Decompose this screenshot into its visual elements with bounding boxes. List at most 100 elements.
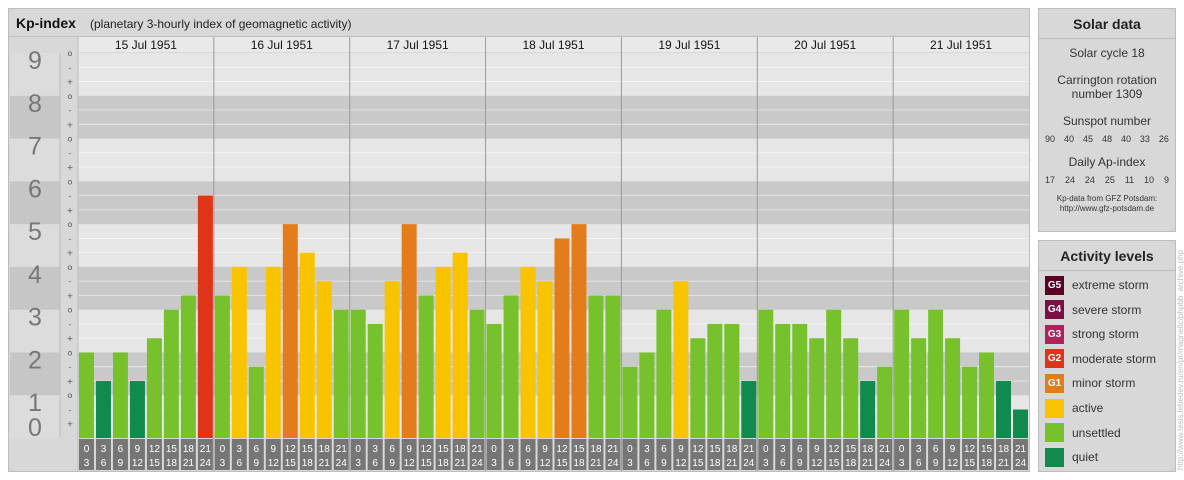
kp-bar (622, 366, 638, 438)
y-tick-label: 7 (28, 133, 42, 161)
hour-label-end: 12 (539, 458, 551, 469)
hour-label-start: 0 (84, 444, 90, 455)
hour-label-start: 6 (797, 444, 803, 455)
hour-label-start: 3 (237, 444, 243, 455)
hour-label-end: 9 (254, 458, 260, 469)
hour-cell (333, 439, 349, 470)
hour-label-end: 15 (828, 458, 840, 469)
kp-bar (248, 366, 264, 438)
band (78, 181, 1029, 225)
legend-label: quiet (1072, 450, 1099, 465)
hour-cell (95, 439, 111, 470)
kp-bar (163, 309, 179, 438)
day-label: 19 Jul 1951 (658, 38, 720, 52)
hour-label-end: 24 (336, 458, 348, 469)
hour-label-end: 21 (183, 458, 195, 469)
hour-cell (282, 439, 298, 470)
sunspot-value: 40 (1063, 134, 1074, 144)
hour-label-start: 15 (845, 444, 857, 455)
hour-cell (860, 439, 876, 470)
sub-tick-label: - (69, 106, 72, 115)
y-tick-label: 0 (28, 414, 42, 442)
day-header-band (78, 37, 1029, 52)
kp-bar (299, 252, 315, 438)
hour-cell (486, 439, 502, 470)
y-tick-label: 6 (28, 175, 42, 203)
hour-label-start: 12 (828, 444, 840, 455)
hour-label-start: 0 (627, 444, 633, 455)
hour-cell (605, 439, 621, 470)
sub-tick-label: + (67, 377, 74, 386)
sub-tick-label: - (69, 234, 72, 243)
hour-label-end: 9 (118, 458, 124, 469)
sub-tick-label: o (68, 263, 73, 272)
kp-bar (792, 323, 808, 438)
hour-label-start: 6 (389, 444, 395, 455)
sub-tick-label: - (69, 149, 72, 158)
hour-label-start: 15 (573, 444, 585, 455)
hour-cell (197, 439, 213, 470)
band (78, 138, 1029, 182)
hour-label-end: 9 (661, 458, 667, 469)
y-tick-label: 5 (28, 218, 42, 246)
hour-label-start: 6 (254, 444, 260, 455)
kp-bar (79, 352, 94, 438)
hour-label-end: 21 (862, 458, 874, 469)
hour-label-end: 12 (675, 458, 687, 469)
sub-tick-label: o (68, 135, 73, 144)
hour-cell (775, 439, 791, 470)
legend-label: severe storm (1072, 302, 1142, 317)
hour-label-start: 9 (542, 444, 548, 455)
legend-swatch: G4 (1045, 300, 1064, 320)
hour-label-start: 12 (964, 444, 976, 455)
kp-bar (146, 338, 162, 438)
kp-bar (758, 309, 774, 438)
kp-bar (588, 295, 604, 438)
hour-label-start: 12 (692, 444, 704, 455)
legend-swatch: G2 (1045, 349, 1064, 369)
hour-label-end: 21 (590, 458, 602, 469)
hour-label-end: 21 (455, 458, 467, 469)
day-label: 16 Jul 1951 (251, 38, 313, 52)
hour-cell (979, 439, 995, 470)
kp-bar (605, 295, 621, 438)
kp-bar (418, 295, 434, 438)
hour-label-end: 15 (421, 458, 433, 469)
y-label-band (10, 309, 60, 353)
hour-label-end: 12 (268, 458, 280, 469)
sub-tick-label: o (68, 391, 73, 400)
hour-label-start: 0 (763, 444, 769, 455)
hour-cell (945, 439, 961, 470)
band (78, 95, 1029, 139)
hour-cell (384, 439, 400, 470)
hour-label-end: 6 (237, 458, 243, 469)
hour-label-end: 3 (763, 458, 769, 469)
kp-bar (724, 323, 740, 438)
hour-label-end: 6 (780, 458, 786, 469)
sub-tick-label: o (68, 220, 73, 229)
ap-index-title: Daily Ap-index (1068, 155, 1146, 169)
kp-bar (265, 266, 281, 438)
sunspot-value: 45 (1082, 134, 1093, 144)
sub-tick-label: + (67, 291, 74, 300)
hour-cell (656, 439, 672, 470)
sub-tick-label: o (68, 177, 73, 186)
y-label-band (10, 395, 60, 438)
legend-label: active (1072, 401, 1104, 415)
hour-cell (452, 439, 468, 470)
hour-label-end: 3 (491, 458, 497, 469)
hour-label-start: 0 (355, 444, 361, 455)
sub-tick-label: + (67, 120, 74, 129)
hour-cell (129, 439, 145, 470)
hour-label-start: 3 (644, 444, 650, 455)
legend-label: minor storm (1072, 376, 1136, 391)
sunspot-title: Sunspot number (1062, 114, 1152, 128)
sub-tick-label: o (68, 348, 73, 357)
hour-label-end: 18 (166, 458, 178, 469)
day-label: 17 Jul 1951 (387, 38, 449, 52)
hour-cell (79, 439, 94, 470)
hour-cell (809, 439, 825, 470)
sub-tick-label: + (67, 163, 74, 172)
hour-label-end: 9 (389, 458, 395, 469)
hour-cell (962, 439, 978, 470)
